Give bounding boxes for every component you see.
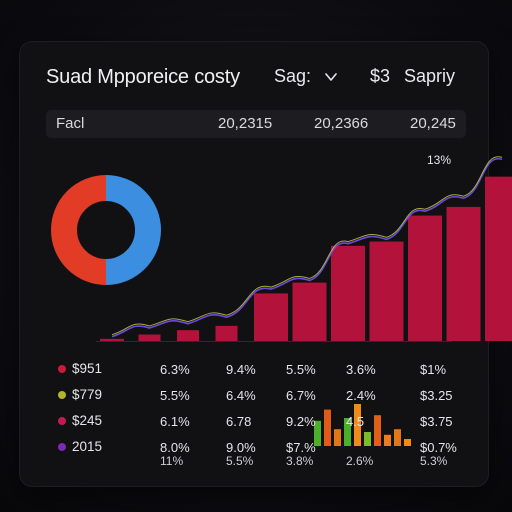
table-cell: $3.25	[420, 388, 453, 403]
donut-chart	[51, 175, 161, 285]
mini-bar	[354, 404, 361, 446]
bar	[292, 282, 327, 341]
table-cell: 3.6%	[346, 362, 376, 377]
bar	[408, 215, 442, 341]
period-select[interactable]: Sag:	[274, 66, 337, 87]
mini-bar	[384, 434, 391, 446]
table-cell: 5.5%	[160, 388, 190, 403]
trend-line-secondary	[111, 156, 503, 336]
donut-slice	[105, 175, 161, 285]
footer-cell: 5.3%	[420, 454, 448, 468]
summary-bar: Facl 20,2315 20,2366 20,245	[46, 110, 466, 138]
mini-bar	[324, 409, 331, 446]
bar	[177, 330, 199, 341]
mini-bar	[394, 429, 401, 446]
table-cell: 9.0%	[226, 440, 256, 455]
summary-value-3: 20,245	[410, 115, 456, 132]
table-row: $779 5.5% 6.4% 6.7% 2.4% $3.25	[0, 387, 512, 407]
table-cell: 8.0%	[160, 440, 190, 455]
header-value: $3	[370, 66, 391, 86]
bar-chart	[96, 156, 512, 342]
row-label: $951	[72, 361, 103, 376]
table-cell: 4.5	[346, 414, 365, 429]
mini-bar	[334, 429, 341, 446]
bar	[138, 334, 161, 341]
table-cell: 6.3%	[160, 362, 190, 377]
table-cell: 6.7%	[286, 388, 316, 403]
footer-cell: 5.5%	[226, 454, 254, 468]
table-row: 2015 8.0% 9.0% $7.% $0.7%	[0, 439, 512, 459]
table-cell: 5.5%	[286, 362, 316, 377]
mini-bar-chart	[314, 404, 411, 446]
table-cell: 2.4%	[346, 388, 376, 403]
mini-bar	[404, 439, 411, 446]
chevron-down-icon	[325, 72, 337, 81]
table-cell: $1%	[420, 362, 447, 377]
bar	[215, 325, 238, 341]
bar	[331, 245, 365, 341]
mini-bar	[374, 415, 381, 446]
trend-line	[111, 158, 503, 338]
row-label: $779	[72, 387, 103, 402]
table-cell: $3.75	[420, 414, 453, 429]
summary-label: Facl	[56, 115, 85, 132]
legend-dot	[58, 417, 66, 425]
summary-value-1: 20,2315	[218, 115, 273, 132]
bar	[369, 241, 404, 341]
legend-dot	[58, 365, 66, 373]
legend-dot	[58, 443, 66, 451]
footer-cell: 11%	[160, 454, 184, 468]
table-cell: 6.4%	[226, 388, 256, 403]
summary-value-2: 20,2366	[314, 115, 369, 132]
legend-dot	[58, 391, 66, 399]
period-select-label: Sag:	[274, 66, 312, 86]
donut-slice	[51, 175, 107, 285]
header-label: Sapriy	[404, 66, 456, 86]
bar	[100, 338, 124, 341]
table-row: $245 6.1% 6.78 9.2% 4.5 $3.75	[0, 413, 512, 433]
row-label: 2015	[72, 439, 103, 454]
table-cell: $0.7%	[420, 440, 457, 455]
peak-label: 13%	[427, 153, 451, 167]
table-row: $951 6.3% 9.4% 5.5% 3.6% $1%	[0, 361, 512, 381]
table-cell: $7.%	[286, 440, 316, 455]
row-label: $245	[72, 413, 103, 428]
table-cell: 9.2%	[286, 414, 316, 429]
table-cell: 6.78	[226, 414, 252, 429]
table-cell: 6.1%	[160, 414, 190, 429]
bar	[485, 176, 512, 341]
table-cell: 9.4%	[226, 362, 256, 377]
page-title: Suad Mpporeice costy	[46, 66, 240, 88]
footer-cell: 3.8%	[286, 454, 314, 468]
bar	[254, 293, 288, 341]
footer-cell: 2.6%	[346, 454, 374, 468]
mini-bar	[364, 432, 371, 446]
bar	[446, 206, 481, 341]
mini-bar	[314, 420, 321, 446]
mini-bar	[344, 418, 351, 446]
